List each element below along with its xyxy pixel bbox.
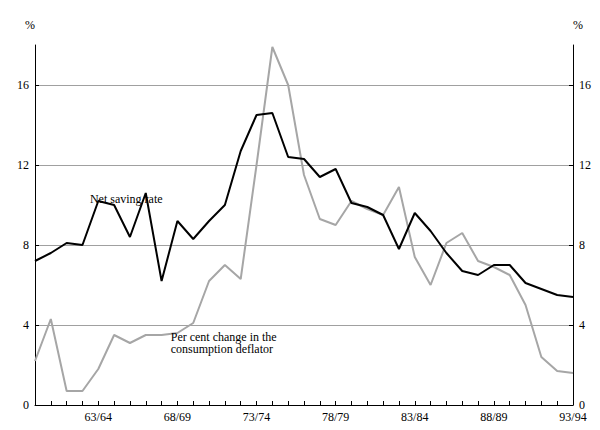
svg-text:8: 8 bbox=[579, 238, 585, 252]
svg-text:8: 8 bbox=[23, 238, 29, 252]
svg-text:consumption deflator: consumption deflator bbox=[171, 342, 273, 356]
svg-text:63/64: 63/64 bbox=[85, 410, 112, 424]
svg-text:0: 0 bbox=[579, 398, 585, 412]
svg-text:%: % bbox=[25, 18, 35, 32]
svg-text:88/89: 88/89 bbox=[480, 410, 507, 424]
svg-text:83/84: 83/84 bbox=[401, 410, 428, 424]
svg-text:12: 12 bbox=[579, 158, 591, 172]
svg-text:73/74: 73/74 bbox=[243, 410, 270, 424]
svg-text:4: 4 bbox=[23, 318, 29, 332]
svg-text:78/79: 78/79 bbox=[322, 410, 349, 424]
svg-text:12: 12 bbox=[17, 158, 29, 172]
svg-text:16: 16 bbox=[579, 78, 591, 92]
svg-text:4: 4 bbox=[579, 318, 585, 332]
svg-text:%: % bbox=[573, 18, 583, 32]
svg-text:16: 16 bbox=[17, 78, 29, 92]
svg-text:93/94: 93/94 bbox=[559, 410, 586, 424]
svg-text:68/69: 68/69 bbox=[164, 410, 191, 424]
svg-text:0: 0 bbox=[23, 398, 29, 412]
svg-text:Per cent change in the: Per cent change in the bbox=[170, 330, 277, 344]
svg-text:Net saving rate: Net saving rate bbox=[90, 192, 163, 206]
